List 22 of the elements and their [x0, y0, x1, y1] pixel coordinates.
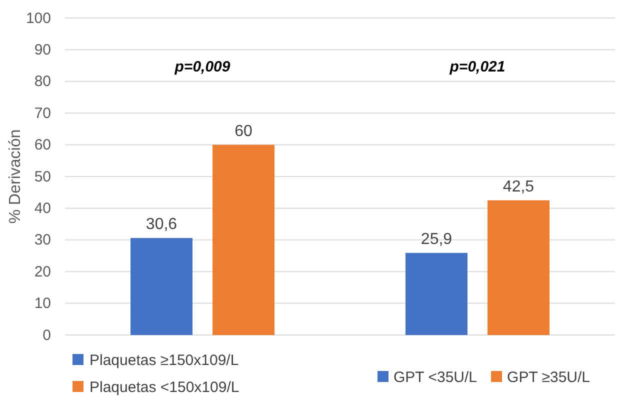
data-label: 30,6 [146, 216, 178, 233]
data-label: 42,5 [502, 178, 534, 196]
data-label: 25,9 [420, 230, 452, 248]
annotation: p=0,009 [174, 58, 231, 76]
y-tick-label: 30 [34, 232, 51, 249]
legend-label: Plaquetas ≥150x109/L [90, 352, 239, 369]
y-tick-label: 80 [34, 73, 51, 90]
y-tick-label: 70 [34, 104, 51, 122]
y-tick-label: 100 [26, 10, 51, 27]
legend-label: GPT <35U/L [394, 369, 478, 386]
annotation: p=0,021 [448, 58, 506, 76]
data-label: 60 [234, 122, 252, 140]
legend-label: GPT ≥35U/L [507, 369, 590, 386]
y-tick-label: 20 [34, 263, 51, 280]
y-tick-label: 0 [42, 326, 51, 344]
y-tick-label: 90 [34, 42, 51, 58]
y-tick-label: 40 [34, 200, 51, 217]
y-tick-label: 10 [34, 295, 51, 312]
legend-label: Plaquetas <150x109/L [90, 379, 240, 396]
y-axis-title: % Derivación [7, 129, 24, 224]
y-tick-label: 60 [34, 136, 51, 154]
y-tick-label: 50 [34, 168, 51, 186]
